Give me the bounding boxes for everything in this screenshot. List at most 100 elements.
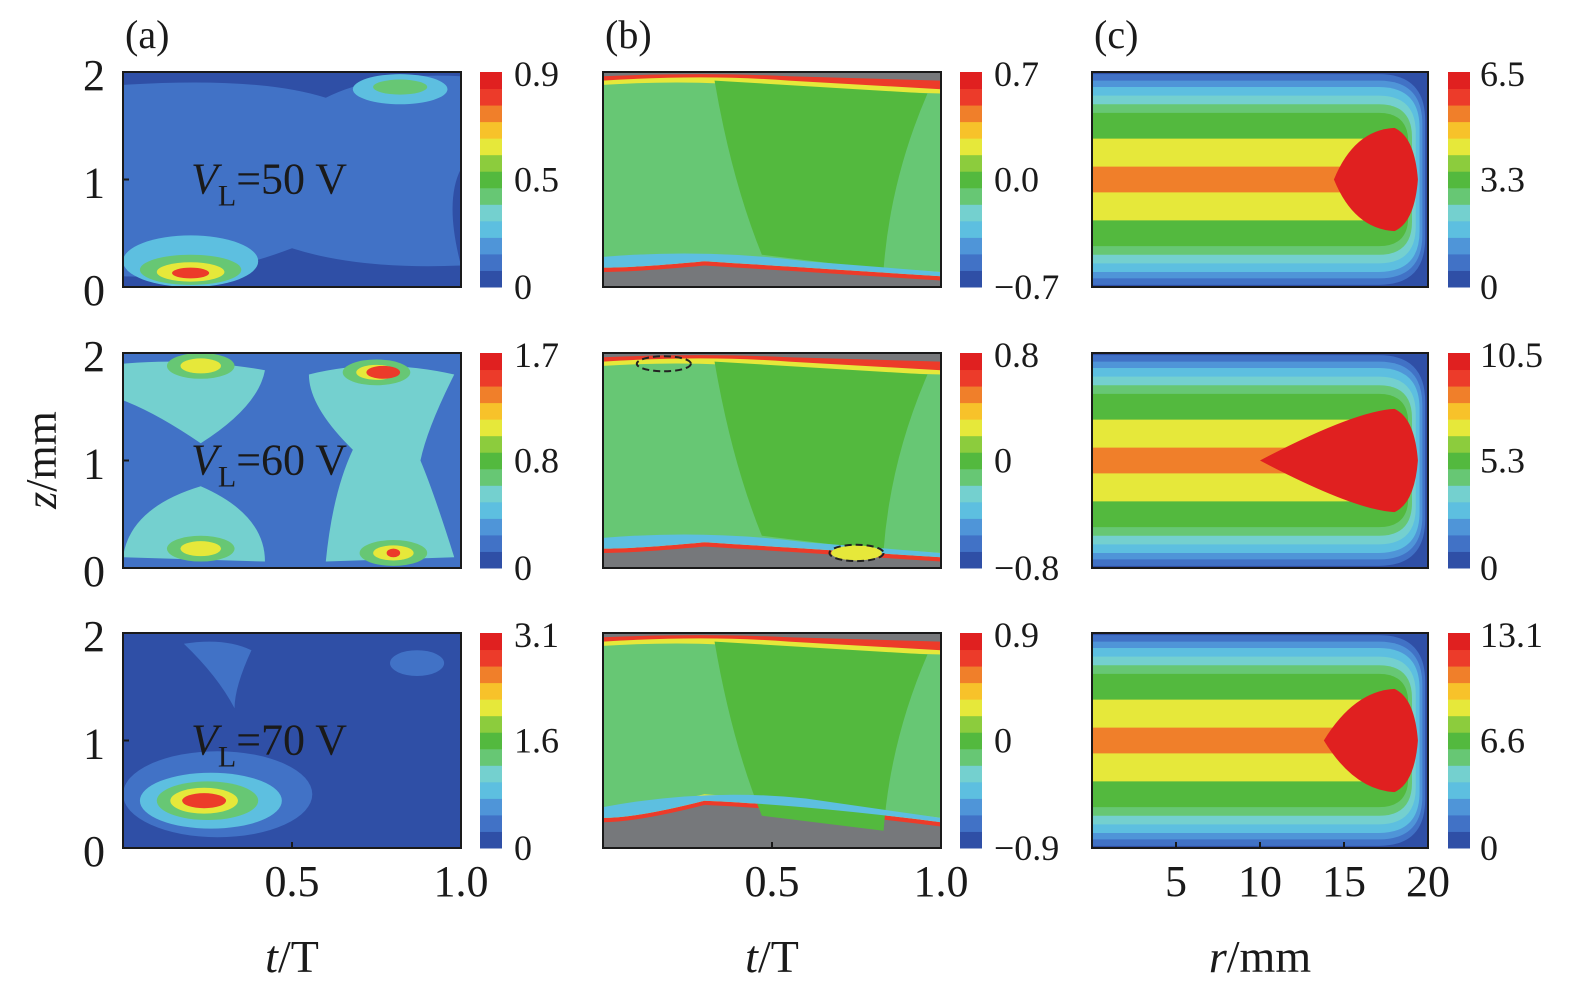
x-tick-label: 1.0: [434, 857, 489, 906]
colorbar-segment: [1448, 534, 1470, 552]
colorbar-min-label: −0.9: [994, 828, 1059, 868]
colorbar-segment: [1448, 105, 1470, 123]
colorbar-segment: [1448, 220, 1470, 238]
colorbar-max-label: 0.7: [994, 54, 1039, 94]
colorbar-segment: [1448, 204, 1470, 222]
colorbar-segment: [960, 402, 982, 420]
y-tick-label: 0: [83, 266, 105, 315]
contour-level: [182, 793, 227, 809]
colorbar-segment: [960, 435, 982, 453]
colorbar-mid-label: 0: [994, 441, 1012, 481]
colorbar-segment: [480, 138, 502, 156]
colorbar-segment: [1448, 682, 1470, 700]
colorbar-max-label: 3.1: [514, 615, 559, 655]
colorbar-segment: [1448, 386, 1470, 404]
contour-level: [366, 365, 401, 379]
colorbar-segment: [1448, 253, 1470, 271]
colorbar-segment: [960, 534, 982, 552]
x-axis-label-a: t/T: [265, 931, 319, 982]
colorbar-mid-label: 0: [994, 721, 1012, 761]
colorbar-min-label: −0.8: [994, 548, 1059, 588]
heatmap-a-1: [123, 353, 461, 568]
heatmap-a-2: [123, 633, 461, 848]
colorbar-segment: [1448, 715, 1470, 733]
colorbar-segment: [480, 666, 502, 684]
colorbar-segment: [480, 187, 502, 205]
colorbar-segment: [480, 633, 502, 651]
colorbar-segment: [960, 121, 982, 139]
colorbar-segment: [1448, 72, 1470, 90]
contour-level: [183, 641, 252, 709]
panel-label: (a): [125, 12, 169, 57]
colorbar-segment: [1448, 435, 1470, 453]
contour-level: [714, 361, 928, 551]
contour-level: [1092, 727, 1385, 754]
colorbar-segment: [1448, 452, 1470, 470]
colorbar-segment: [1448, 501, 1470, 519]
colorbar-segment: [960, 270, 982, 288]
colorbar-segment: [960, 551, 982, 569]
colorbar-segment: [1448, 468, 1470, 486]
colorbar-min-label: 0: [1480, 267, 1498, 307]
y-tick-label: 2: [83, 612, 105, 661]
colorbar-segment: [960, 765, 982, 783]
heatmap-a-0: [123, 72, 461, 287]
colorbar-segment: [960, 353, 982, 371]
colorbar-segment: [480, 468, 502, 486]
colorbar-segment: [480, 551, 502, 569]
heatmap-b-0: [603, 72, 941, 287]
colorbar-segment: [960, 154, 982, 172]
colorbar-segment: [480, 369, 502, 387]
colorbar-segment: [1448, 419, 1470, 437]
colorbar-segment: [960, 237, 982, 255]
contour-level: [390, 650, 445, 676]
contour-level: [831, 545, 882, 561]
colorbar-segment: [480, 649, 502, 667]
colorbar-segment: [480, 748, 502, 766]
colorbar-segment: [960, 138, 982, 156]
colorbar-segment: [480, 237, 502, 255]
colorbar-mid-label: 6.6: [1480, 721, 1525, 761]
colorbar: [480, 353, 502, 569]
colorbar-segment: [1448, 831, 1470, 849]
colorbar-segment: [480, 204, 502, 222]
colorbar-segment: [480, 419, 502, 437]
y-tick-label: 1: [83, 440, 105, 489]
colorbar-segment: [480, 765, 502, 783]
colorbar-segment: [960, 682, 982, 700]
colorbar-segment: [1448, 798, 1470, 816]
colorbar-segment: [1448, 814, 1470, 832]
colorbar-max-label: 0.9: [994, 615, 1039, 655]
contour-level: [308, 365, 455, 562]
colorbar-min-label: 0: [514, 548, 532, 588]
colorbar-segment: [480, 121, 502, 139]
highlight-ellipse: [635, 355, 692, 373]
colorbar-segment: [480, 485, 502, 503]
contour-level: [123, 361, 265, 444]
colorbar-mid-label: 0.0: [994, 160, 1039, 200]
contour-level: [386, 548, 401, 558]
colorbar-segment: [960, 468, 982, 486]
colorbar-segment: [960, 814, 982, 832]
colorbar-segment: [480, 253, 502, 271]
colorbar-segment: [480, 154, 502, 172]
colorbar-segment: [960, 452, 982, 470]
colorbar-segment: [480, 518, 502, 536]
colorbar-max-label: 1.7: [514, 335, 559, 375]
colorbar-segment: [960, 187, 982, 205]
colorbar-segment: [960, 369, 982, 387]
colorbar-segment: [960, 798, 982, 816]
y-tick-label: 1: [83, 720, 105, 769]
x-tick-label: 1.0: [914, 857, 969, 906]
colorbar: [960, 633, 982, 849]
colorbar: [960, 72, 982, 288]
colorbar: [960, 353, 982, 569]
colorbar-segment: [960, 88, 982, 106]
colorbar-segment: [1448, 402, 1470, 420]
colorbar-segment: [1448, 353, 1470, 371]
colorbar-segment: [480, 715, 502, 733]
colorbar-segment: [480, 105, 502, 123]
colorbar-segment: [480, 353, 502, 371]
contour-level: [1323, 688, 1418, 793]
